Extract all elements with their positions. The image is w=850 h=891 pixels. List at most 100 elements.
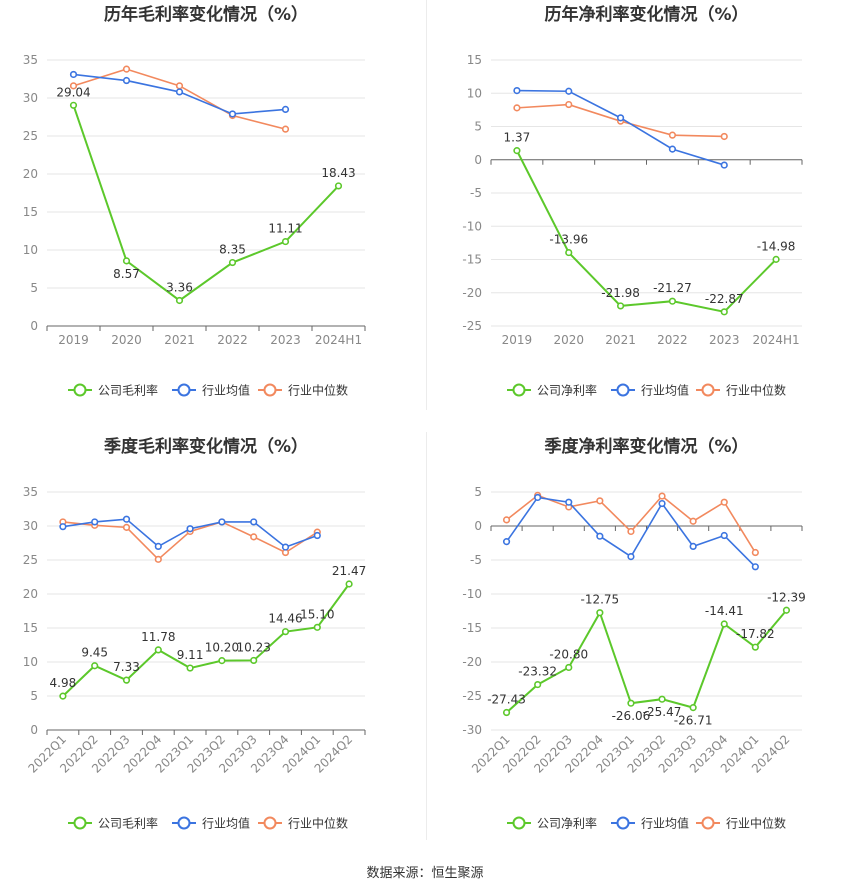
data-point-industry_median [502, 516, 511, 524]
data-point-industry_median [250, 533, 258, 541]
legend-item-industry_avg: 行业均值 [611, 816, 689, 831]
data-label: 1.37 [504, 131, 531, 145]
y-tick-label: 10 [467, 86, 482, 100]
x-tick-label: 2022 [217, 333, 248, 347]
data-point-industry_avg [668, 145, 677, 153]
data-point-industry_avg [565, 87, 573, 95]
data-point-industry_avg [689, 542, 697, 550]
annual-net-margin-chart: 历年净利率变化情况（%） -25 -20 -15 -10 -5 0 5 10 15 2019 2020… [462, 4, 803, 398]
data-point-industry_median [720, 498, 728, 506]
data-label: 10.20 [205, 641, 239, 655]
data-point-industry_avg [720, 531, 728, 540]
y-tick-label: -15 [462, 621, 482, 635]
y-tick-label: -10 [462, 587, 482, 601]
legend-label: 行业中位数 [288, 816, 348, 831]
legend-marker-industry_median [701, 383, 715, 397]
data-point-company [616, 302, 625, 310]
data-label: -23.32 [518, 665, 557, 679]
y-tick-label: 15 [467, 53, 482, 67]
data-label: 4.98 [50, 676, 77, 690]
x-tick-label: 2024H1 [752, 333, 799, 347]
data-label: -27.43 [487, 693, 526, 707]
data-point-industry_avg [513, 86, 521, 95]
legend-label: 行业均值 [202, 383, 250, 398]
data-label: 21.47 [332, 564, 366, 578]
chart-title: 历年净利率变化情况（%） [544, 4, 748, 25]
data-point-industry_avg [502, 538, 511, 546]
y-tick-label: -20 [462, 286, 482, 300]
data-point-company [627, 699, 635, 707]
data-point-company [122, 257, 131, 265]
data-point-industry_median [668, 131, 677, 139]
y-tick-label: -5 [470, 186, 482, 200]
data-point-company [720, 308, 728, 316]
data-point-company [218, 657, 226, 665]
data-point-industry_avg [281, 543, 290, 551]
series-line-company [72, 104, 340, 302]
data-label: -21.98 [601, 286, 640, 300]
legend-marker-industry_avg [616, 816, 630, 830]
legend-label: 公司净利率 [537, 383, 597, 398]
legend-item-industry_avg: 行业均值 [172, 816, 250, 831]
data-point-industry_avg [658, 499, 666, 508]
data-point-industry_avg [91, 518, 99, 526]
x-tick-label: 2023 [270, 333, 301, 347]
data-point-company [720, 620, 728, 628]
data-point-industry_avg [565, 498, 573, 506]
y-tick-label: 5 [30, 689, 38, 703]
data-label: 9.11 [177, 648, 204, 662]
y-tick-label: 25 [23, 553, 38, 567]
data-point-company [689, 704, 697, 712]
data-point-industry_median [565, 100, 573, 109]
data-point-company [513, 147, 521, 155]
y-tick-label: 25 [23, 129, 38, 143]
column-divider-bottom [426, 432, 427, 840]
y-tick-label: -30 [462, 723, 482, 737]
data-label: 29.04 [56, 85, 90, 99]
y-tick-label: -10 [462, 219, 482, 233]
x-tick-label: 2019 [58, 333, 89, 347]
series-line-company [62, 583, 350, 697]
data-point-company [91, 662, 99, 670]
data-point-industry_avg [627, 552, 635, 561]
y-tick-label: 0 [30, 723, 38, 737]
legend-label: 行业中位数 [726, 383, 786, 398]
y-tick-label: -20 [462, 655, 482, 669]
data-label: 15.10 [300, 607, 334, 621]
legend-item-industry_median: 行业中位数 [258, 816, 348, 831]
data-label: 3.36 [166, 280, 193, 294]
data-point-company [596, 609, 604, 617]
x-tick-label: 2024H1 [315, 333, 362, 347]
quarterly-net-margin-chart: 季度净利率变化情况（%）-30-25-20-15-10-5052022Q1202… [462, 436, 806, 831]
data-point-industry_avg [751, 563, 759, 571]
column-divider-top [426, 0, 427, 410]
legend-label: 行业中位数 [726, 816, 786, 831]
legend-item-company: 公司净利率 [507, 816, 597, 831]
legend-item-industry_avg: 行业均值 [611, 383, 689, 398]
data-label: -12.39 [767, 590, 806, 604]
y-tick-label: 20 [23, 167, 38, 181]
x-tick-label: 2022 [657, 333, 688, 347]
y-tick-label: 5 [474, 120, 482, 134]
data-point-company [186, 664, 194, 672]
legend-marker-industry_avg [177, 816, 191, 830]
series-line-company [505, 609, 788, 714]
data-point-company [345, 580, 353, 588]
data-point-industry_median [122, 65, 131, 73]
x-tick-label: 2020 [111, 333, 142, 347]
data-point-company [751, 643, 759, 651]
legend-label: 公司毛利率 [98, 816, 158, 831]
data-label: 11.11 [268, 222, 302, 236]
data-point-industry_avg [228, 110, 237, 118]
data-point-company [154, 646, 162, 654]
data-point-company [565, 248, 573, 257]
data-point-industry_median [658, 492, 666, 500]
data-point-industry_avg [154, 542, 162, 550]
y-tick-label: 0 [30, 319, 38, 333]
data-label: -14.41 [705, 604, 744, 618]
data-label: -14.98 [757, 239, 796, 253]
y-tick-label: 10 [23, 655, 38, 669]
y-tick-label: 30 [23, 519, 38, 533]
legend-label: 行业中位数 [288, 383, 348, 398]
